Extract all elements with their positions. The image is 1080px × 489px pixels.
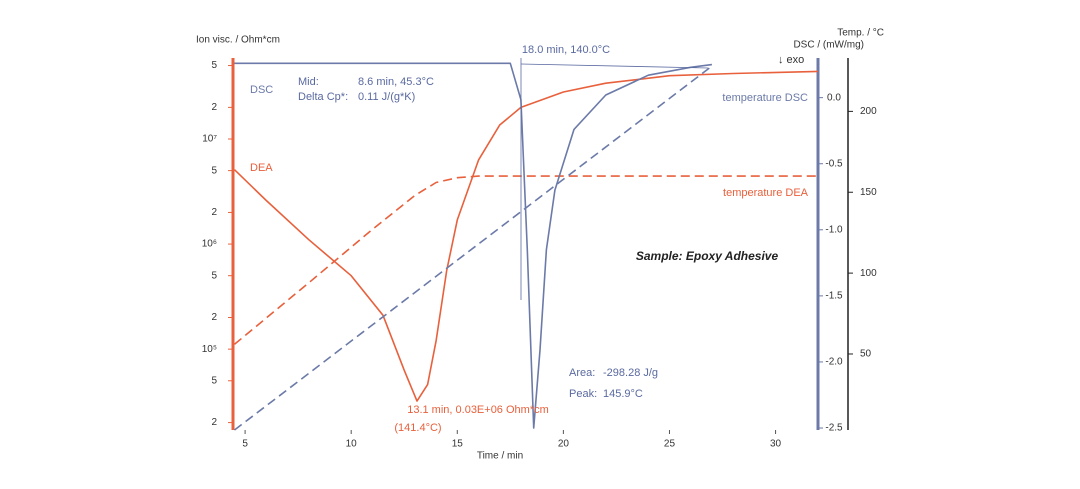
series-label: temperature DEA xyxy=(723,187,809,199)
series-line xyxy=(233,70,819,402)
y-tick-label: 2 xyxy=(211,312,217,323)
y-tick-label: 10⁶ xyxy=(202,239,217,250)
y-tick-label: 5 xyxy=(211,60,217,71)
x-tick-label: 5 xyxy=(242,439,248,450)
y2-tick-label: -2.5 xyxy=(825,423,843,434)
y-axis-label: Ion visc. / Ohm*cm xyxy=(196,35,280,46)
y-tick-label: 2 xyxy=(211,207,217,218)
y3-tick-label: 200 xyxy=(860,106,877,117)
series-label: temperature DSC xyxy=(722,92,808,104)
x-axis-label: Time / min xyxy=(477,451,523,462)
series-label: DSC xyxy=(250,84,273,96)
y2-tick-label: -1.5 xyxy=(825,291,843,302)
y2-tick-label: -2.0 xyxy=(825,357,843,368)
annotation: -298.28 J/g xyxy=(603,367,658,379)
y2-tick-label: -0.5 xyxy=(825,158,843,169)
y3-axis-label: Temp. / °C xyxy=(837,28,884,39)
y-tick-label: 5 xyxy=(211,375,217,386)
annotation: Sample: Epoxy Adhesive xyxy=(636,249,779,263)
y3-tick-label: 100 xyxy=(860,268,877,279)
y-tick-label: 2 xyxy=(211,417,217,428)
y-tick-label: 10⁷ xyxy=(202,134,217,145)
y-tick-label: 2 xyxy=(211,102,217,113)
series-line xyxy=(234,65,713,431)
annotation: Area: xyxy=(569,367,595,379)
x-tick-label: 30 xyxy=(770,439,782,450)
y3-tick-label: 150 xyxy=(860,187,877,198)
x-tick-label: 20 xyxy=(558,439,570,450)
annotation: 18.0 min, 140.0°C xyxy=(522,44,610,56)
series-label: DEA xyxy=(250,162,273,174)
annotation: 13.1 min, 0.03E+06 Ohm*cm xyxy=(407,404,549,416)
annotation: Peak: xyxy=(569,388,597,400)
baseline xyxy=(520,63,709,69)
annotation: (141.4°C) xyxy=(394,422,441,434)
y3-tick-label: 50 xyxy=(860,349,872,360)
annotation: Delta Cp*: xyxy=(298,91,348,103)
x-tick-label: 10 xyxy=(346,439,358,450)
annotation: ↓ exo xyxy=(778,54,804,66)
annotation: 8.6 min, 45.3°C xyxy=(358,76,434,88)
y-tick-label: 10⁵ xyxy=(202,344,217,355)
y2-axis-label: DSC / (mW/mg) xyxy=(793,40,864,51)
y2-tick-label: 0.0 xyxy=(827,92,841,103)
x-tick-label: 15 xyxy=(452,439,464,450)
y-tick-label: 5 xyxy=(211,165,217,176)
annotation: 145.9°C xyxy=(603,388,643,400)
y2-tick-label: -1.0 xyxy=(825,224,843,235)
x-tick-label: 25 xyxy=(664,439,676,450)
annotation: Mid: xyxy=(298,76,319,88)
series-line xyxy=(233,175,818,345)
annotation: 0.11 J/(g*K) xyxy=(358,91,415,103)
series-line xyxy=(234,62,713,429)
y-tick-label: 5 xyxy=(211,270,217,281)
